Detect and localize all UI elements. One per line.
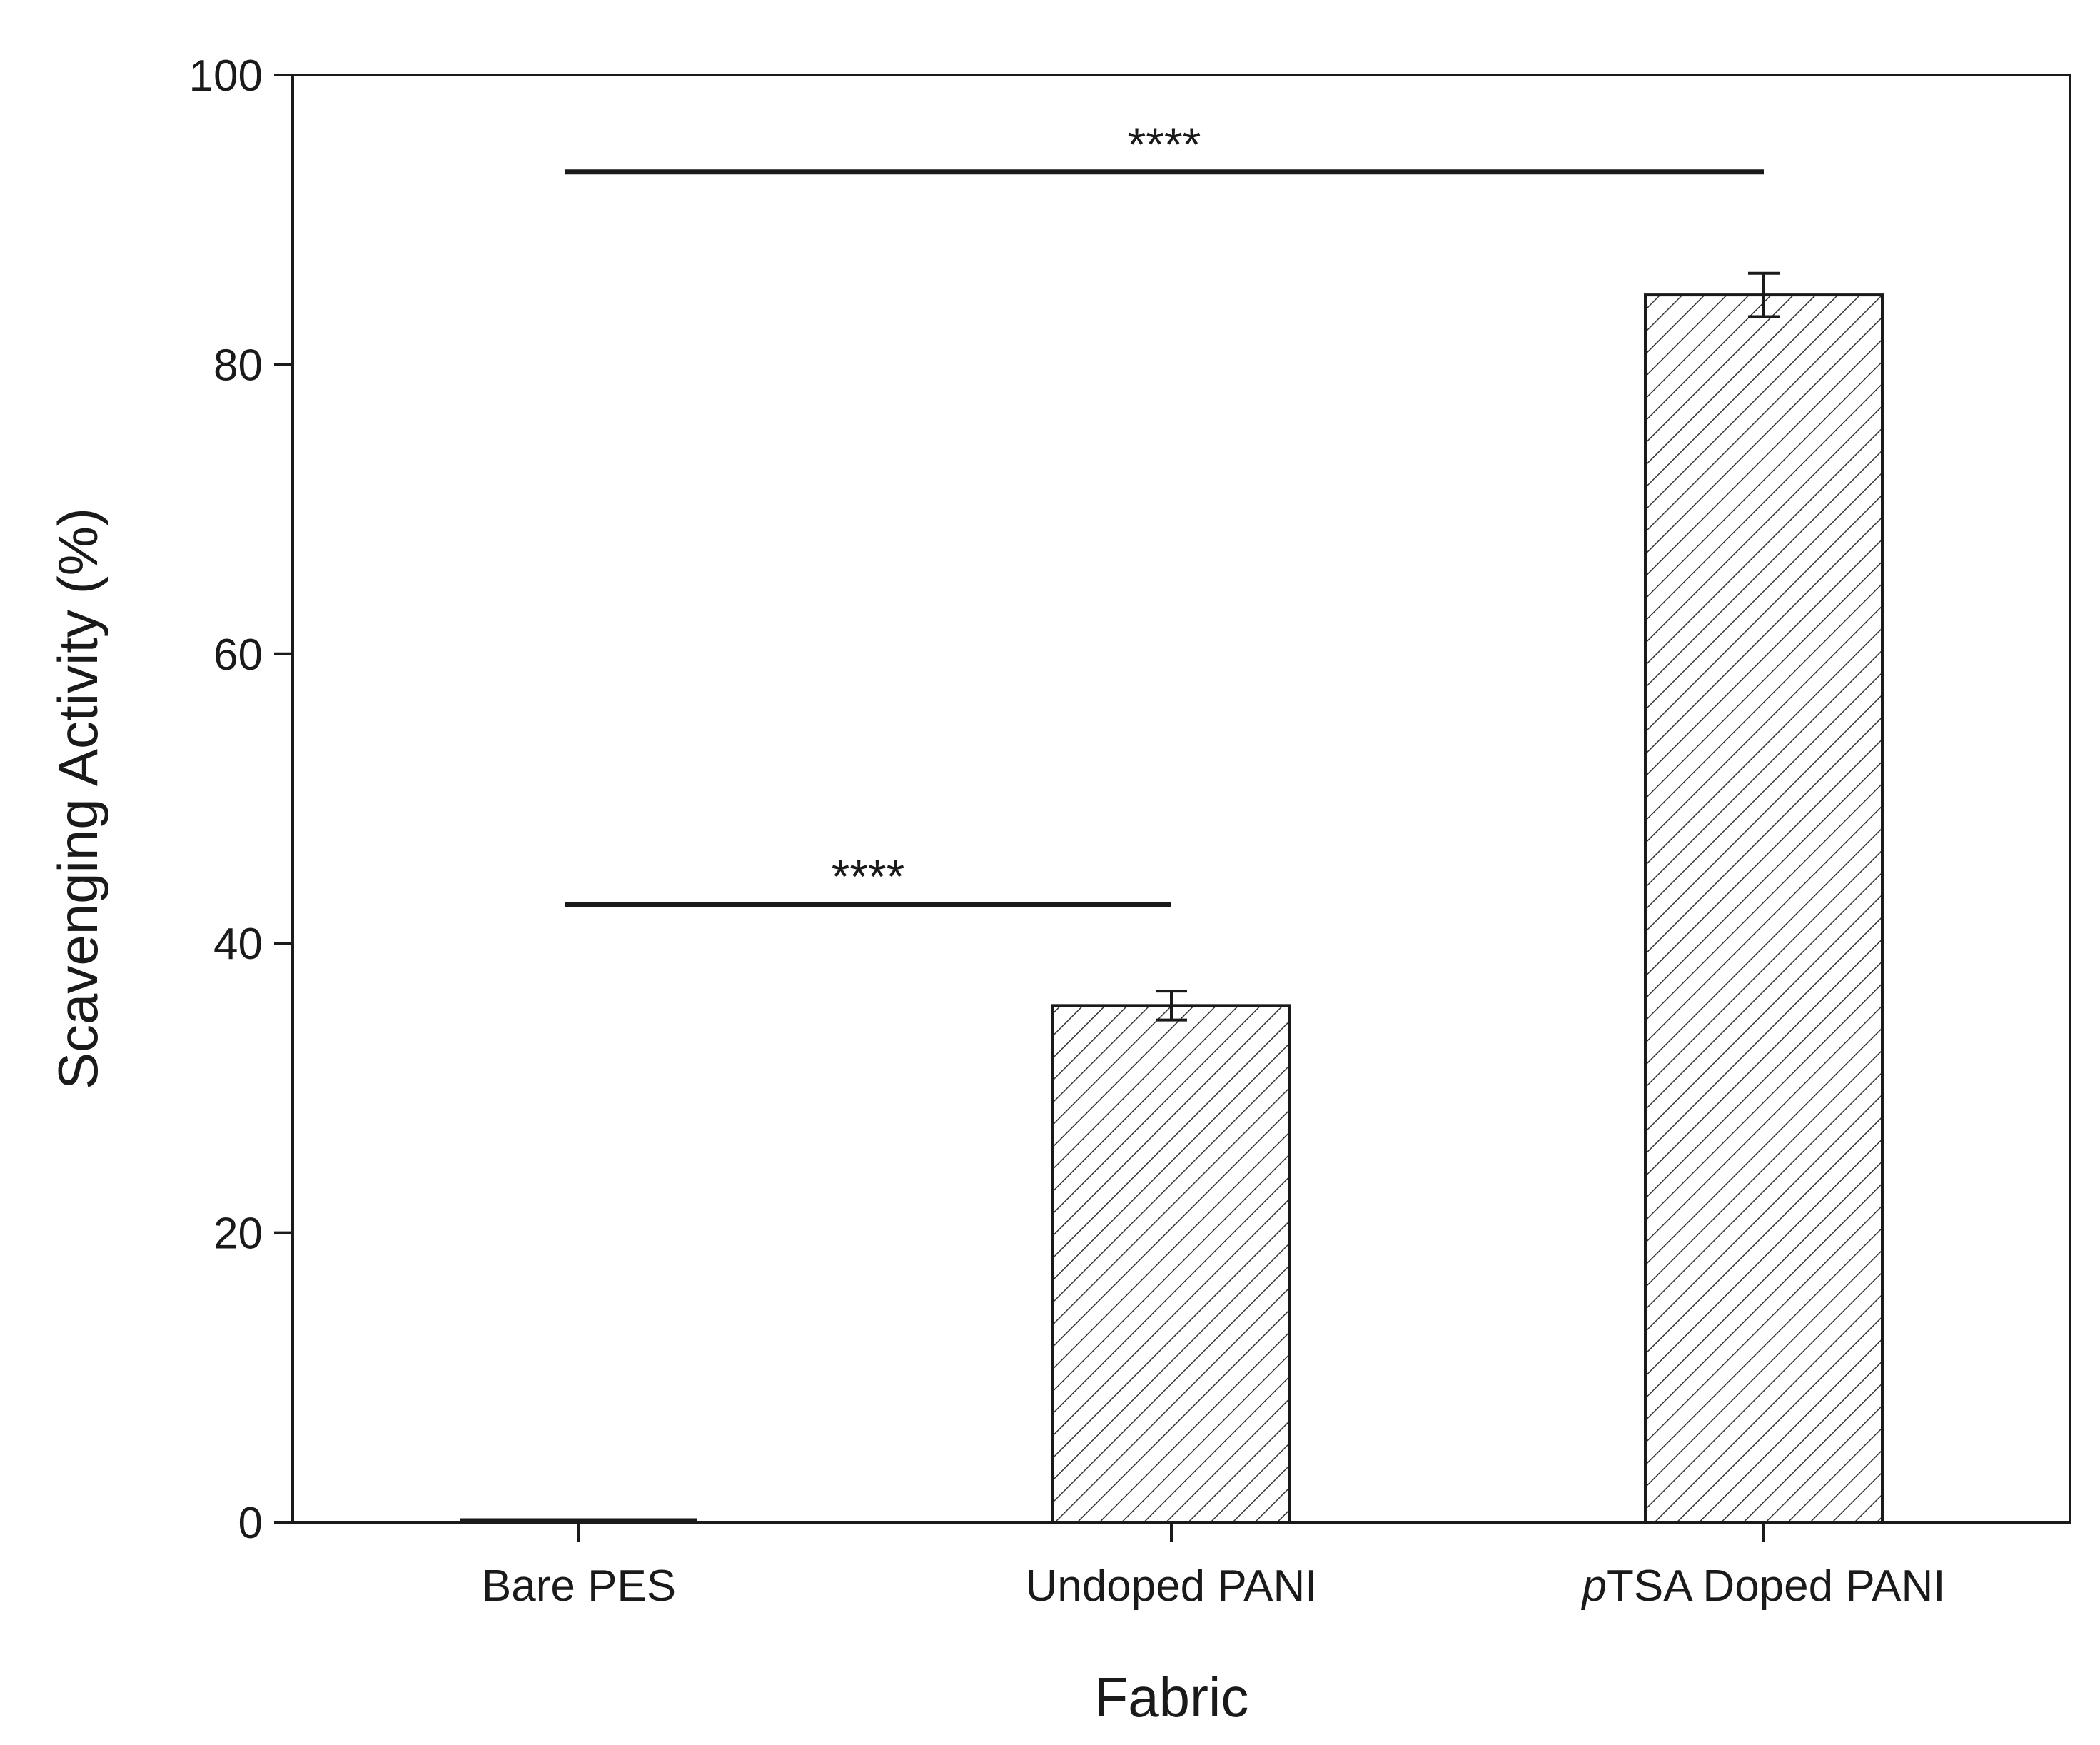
x-tick-label-main: Undoped PANI <box>1026 1562 1318 1611</box>
significance-label: **** <box>832 850 905 902</box>
y-tick-label: 20 <box>213 1210 263 1259</box>
y-axis: 0 20 40 60 80 100 <box>189 51 293 1548</box>
error-bars <box>1156 271 1780 1022</box>
x-tick-label: Bare PES <box>482 1562 676 1611</box>
x-tick-label-main: TSA Doped PANI <box>1607 1562 1945 1611</box>
x-tick-label-italic: p <box>1581 1562 1607 1611</box>
significance-label: **** <box>1128 118 1201 171</box>
x-tick-label-main: Bare PES <box>482 1562 676 1611</box>
significance-annotations: **** **** <box>565 118 1764 907</box>
x-tick-label: pTSA Doped PANI <box>1581 1562 1946 1611</box>
y-tick-label: 40 <box>213 920 263 969</box>
y-tick-label: 0 <box>238 1499 263 1548</box>
y-tick-label: 60 <box>213 630 263 680</box>
bars <box>460 293 1884 1524</box>
bar <box>1051 1004 1291 1524</box>
x-axis-label: Fabric <box>1094 1666 1249 1729</box>
y-axis-label: Scavenging Activity (%) <box>46 508 109 1090</box>
x-axis: Bare PES Undoped PANI pTSA Doped PANI <box>482 1522 1946 1611</box>
y-tick-label: 100 <box>189 51 263 101</box>
x-tick-label: Undoped PANI <box>1026 1562 1318 1611</box>
bar <box>1644 293 1884 1524</box>
y-tick-label: 80 <box>213 341 263 390</box>
